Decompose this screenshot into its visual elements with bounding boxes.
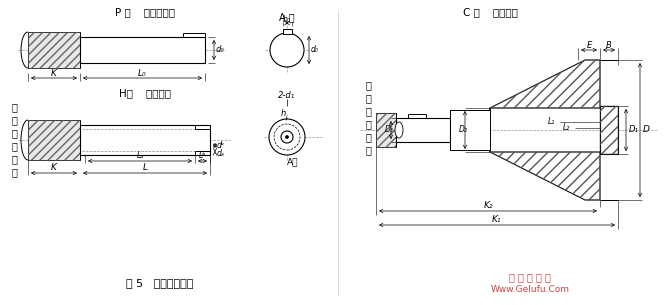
Bar (28, 32, 80, 68)
Text: L₀: L₀ (138, 70, 147, 78)
Bar (80, 125, 210, 155)
Text: L₁: L₁ (548, 117, 555, 127)
Bar (450, 110, 490, 150)
Polygon shape (490, 150, 600, 200)
Text: D₃: D₃ (385, 125, 394, 135)
Text: Lᵇ: Lᵇ (199, 152, 206, 160)
Bar (28, 32, 80, 68)
Text: 線: 線 (365, 145, 371, 155)
Text: 線: 線 (11, 167, 17, 177)
Text: L₂: L₂ (562, 124, 570, 132)
Text: P 型    圓柱型軸伸: P 型 圓柱型軸伸 (115, 7, 175, 17)
Text: 器: 器 (365, 106, 371, 116)
Text: L: L (142, 163, 148, 173)
Bar (376, 113, 396, 147)
Text: H型    花鍵軸伸: H型 花鍵軸伸 (119, 88, 171, 98)
Bar (600, 106, 618, 154)
Text: d₀: d₀ (216, 45, 224, 55)
Text: 中: 中 (365, 119, 371, 129)
Text: 心: 心 (11, 154, 17, 164)
Bar (376, 113, 396, 147)
Text: dᵇ: dᵇ (217, 141, 225, 150)
Text: 2-d₁: 2-d₁ (279, 91, 295, 99)
Text: 心: 心 (365, 132, 371, 142)
Circle shape (270, 33, 304, 67)
Text: dₐ: dₐ (217, 149, 225, 157)
Text: D₁: D₁ (629, 125, 639, 135)
Text: K: K (51, 163, 57, 173)
Bar (80, 37, 205, 63)
Text: 器: 器 (11, 128, 17, 138)
Ellipse shape (395, 122, 403, 138)
Text: C 型    齒輪軸伸: C 型 齒輪軸伸 (462, 7, 518, 17)
Text: d₀: d₀ (311, 45, 319, 55)
Bar (600, 106, 618, 154)
Text: b₀: b₀ (283, 15, 291, 23)
Text: 速: 速 (365, 93, 371, 103)
Text: A向: A向 (287, 157, 299, 167)
Circle shape (281, 131, 293, 143)
Text: K₁: K₁ (492, 216, 502, 224)
Bar (396, 118, 450, 142)
Text: D: D (643, 125, 650, 135)
Bar (28, 120, 80, 160)
Text: 格 鲁 夫 机 械: 格 鲁 夫 机 械 (509, 272, 551, 282)
Text: Www.Gelufu.Com: Www.Gelufu.Com (490, 285, 570, 293)
Text: 中: 中 (11, 141, 17, 151)
Text: D₂: D₂ (459, 125, 468, 135)
Text: 减: 减 (11, 102, 17, 112)
Text: A 向: A 向 (279, 12, 295, 22)
Bar (283, 29, 291, 34)
Circle shape (274, 124, 300, 150)
Circle shape (285, 135, 289, 138)
Text: 速: 速 (11, 115, 17, 125)
Text: K₂: K₂ (483, 202, 493, 210)
Text: 图 5   低速軸端型式: 图 5 低速軸端型式 (126, 278, 194, 288)
Text: h: h (281, 109, 286, 117)
Text: B: B (606, 41, 612, 51)
Polygon shape (490, 60, 600, 110)
Text: Lₐ: Lₐ (136, 152, 144, 160)
Text: K: K (51, 70, 57, 78)
Text: 减: 减 (365, 80, 371, 90)
Bar (28, 120, 80, 160)
Text: E: E (587, 41, 592, 51)
Circle shape (269, 119, 305, 155)
